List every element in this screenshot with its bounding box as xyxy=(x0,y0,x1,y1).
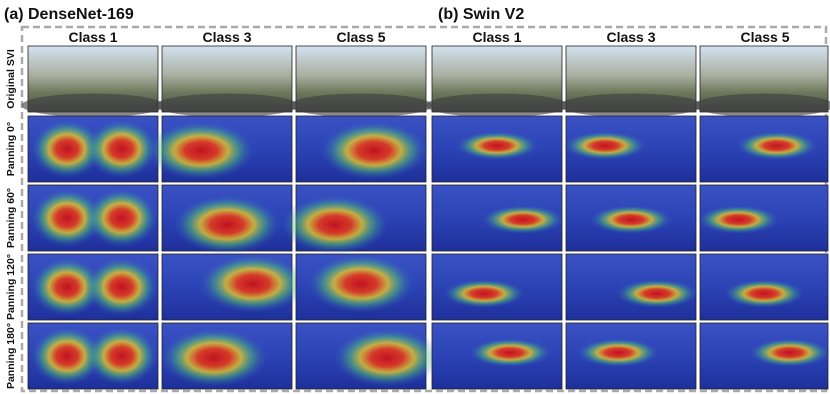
row-label: Panning 120° xyxy=(5,254,17,320)
heatmap xyxy=(296,116,429,182)
ground xyxy=(426,94,569,118)
ground xyxy=(290,94,433,118)
heat-blob xyxy=(723,279,805,308)
heatmap xyxy=(432,323,562,389)
heatmap xyxy=(146,116,292,182)
column-header: Class 1 xyxy=(68,29,117,45)
heatmap xyxy=(280,185,426,254)
photo xyxy=(426,46,569,117)
heat-blob xyxy=(159,328,268,387)
heatmap xyxy=(162,254,308,320)
ground xyxy=(694,94,830,118)
heat-blob xyxy=(332,328,441,387)
heatmap xyxy=(700,116,828,182)
heat-blob xyxy=(749,338,830,367)
heat-blob xyxy=(563,131,646,160)
heatmap xyxy=(159,323,292,389)
heat-blob xyxy=(455,131,538,160)
heat-blob xyxy=(442,279,525,308)
heat-blob xyxy=(172,195,281,254)
photo xyxy=(560,46,703,117)
heatmap xyxy=(566,254,699,320)
heat-blob xyxy=(146,121,255,180)
heat-blob xyxy=(468,338,551,367)
heat-blob xyxy=(736,131,818,160)
photo xyxy=(694,46,830,117)
row-label: Panning 0° xyxy=(5,122,17,176)
column-header: Class 3 xyxy=(606,29,655,45)
panel-title: (a) DenseNet-169 xyxy=(4,6,134,23)
heat-blob xyxy=(85,188,158,247)
ground xyxy=(560,94,703,118)
heatmap xyxy=(162,185,292,254)
heat-blob xyxy=(576,338,659,367)
heat-blob xyxy=(589,205,672,234)
column-header: Class 3 xyxy=(202,29,251,45)
heat-blob xyxy=(481,205,564,234)
heatmap xyxy=(700,323,830,389)
heat-blob xyxy=(697,205,779,234)
heatmap xyxy=(432,254,562,320)
column-header: Class 1 xyxy=(472,29,521,45)
heatmap xyxy=(28,254,158,320)
photo xyxy=(22,46,165,117)
column-header: Class 5 xyxy=(336,29,385,45)
heat-blob xyxy=(306,254,415,313)
heatmap xyxy=(700,254,828,320)
heatmap xyxy=(296,323,442,389)
row-label: Original SVI xyxy=(5,49,17,109)
heat-blob xyxy=(319,121,428,180)
ground xyxy=(22,94,165,118)
heatmap xyxy=(296,254,426,320)
heatmap xyxy=(432,116,562,182)
heat-blob xyxy=(85,326,158,385)
heat-blob xyxy=(615,279,698,308)
row-label: Panning 180° xyxy=(5,323,17,389)
figure: (a) DenseNet-169 Class 1 Class 3 Class 5 (b)… xyxy=(0,0,830,394)
panel-title: (b) Swin V2 xyxy=(438,6,524,23)
photo xyxy=(290,46,433,117)
heatmap xyxy=(697,185,828,251)
heatmap xyxy=(28,116,158,182)
heatmap xyxy=(432,185,565,251)
photo xyxy=(156,46,299,117)
heatmap xyxy=(28,323,158,389)
heatmap xyxy=(566,323,696,389)
heatmap xyxy=(563,116,696,182)
row-label: Panning 60° xyxy=(5,188,17,248)
heatmap xyxy=(566,185,696,251)
heat-blob xyxy=(280,195,389,254)
heat-blob xyxy=(85,257,158,316)
ground xyxy=(156,94,299,118)
column-header: Class 5 xyxy=(740,29,789,45)
heatmap xyxy=(28,185,158,251)
heat-blob xyxy=(198,254,307,313)
